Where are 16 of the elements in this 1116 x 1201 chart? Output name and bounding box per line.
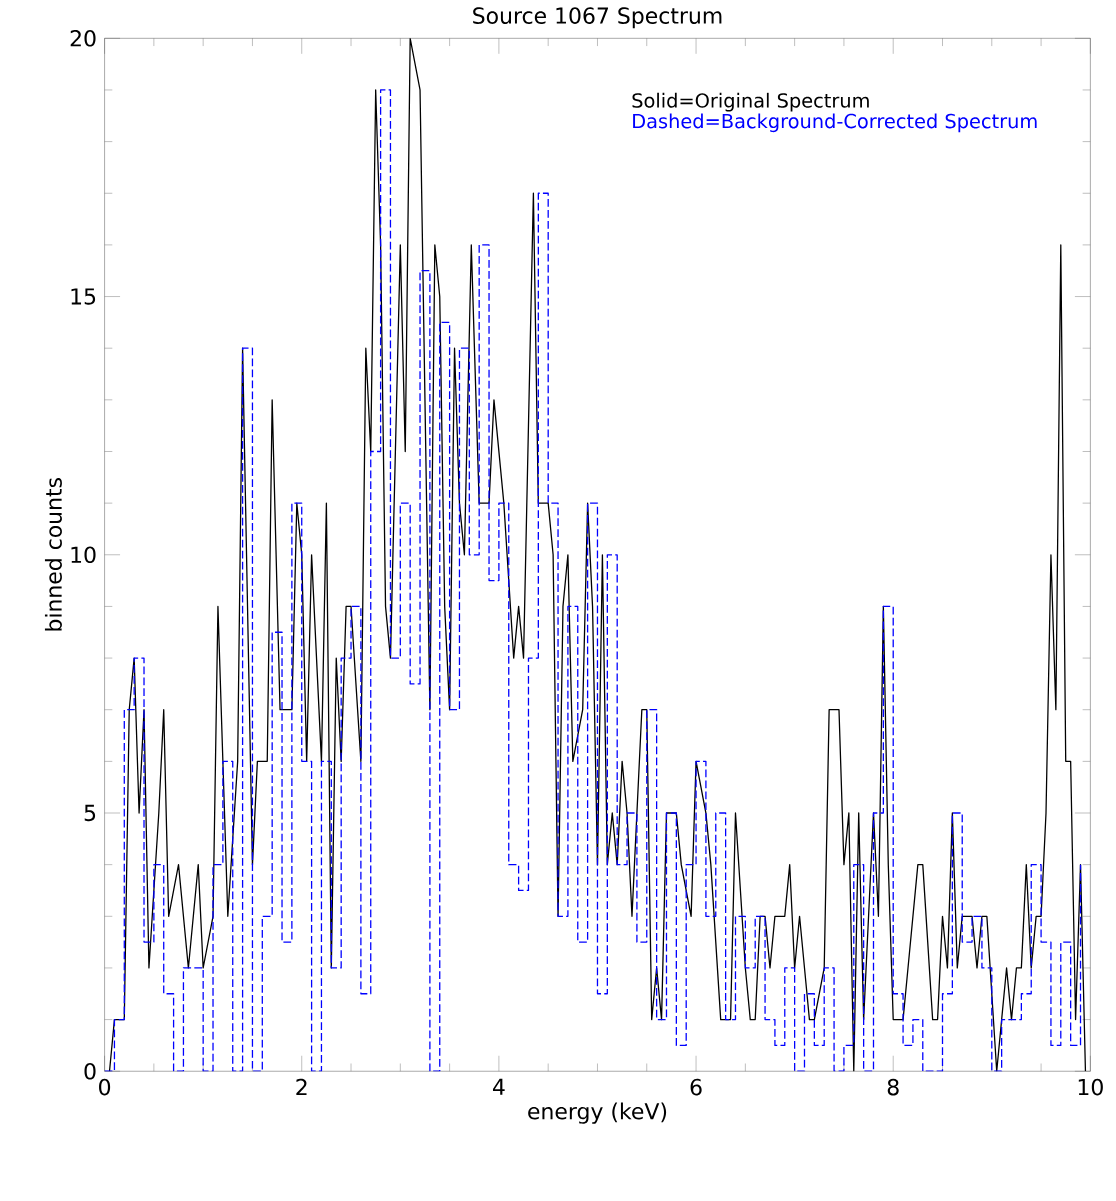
text: Solid=Original Spectrum <box>632 92 870 112</box>
x-tick-label: 6 <box>690 1078 702 1096</box>
text: Dashed=Background-Corrected Spectrum <box>633 113 1037 133</box>
y-tick-label: 20 <box>70 30 96 47</box>
x-tick-label: 2 <box>296 1078 307 1096</box>
y-tick-label: 10 <box>71 546 96 564</box>
y-tick-label: 0 <box>84 1062 96 1080</box>
y-axis-title: binned counts <box>45 478 63 631</box>
x-tick-label: 10 <box>1079 1078 1104 1096</box>
x-tick-label: 4 <box>493 1078 505 1095</box>
x-tick-label: 8 <box>887 1078 899 1096</box>
x-axis-title: energy (keV) <box>528 1102 667 1124</box>
y-tick-label: 5 <box>84 804 96 822</box>
y-tick-label: 15 <box>71 288 96 305</box>
chart-title: Source 1067 Spectrum <box>473 7 722 29</box>
x-tick-label: 0 <box>99 1078 111 1096</box>
